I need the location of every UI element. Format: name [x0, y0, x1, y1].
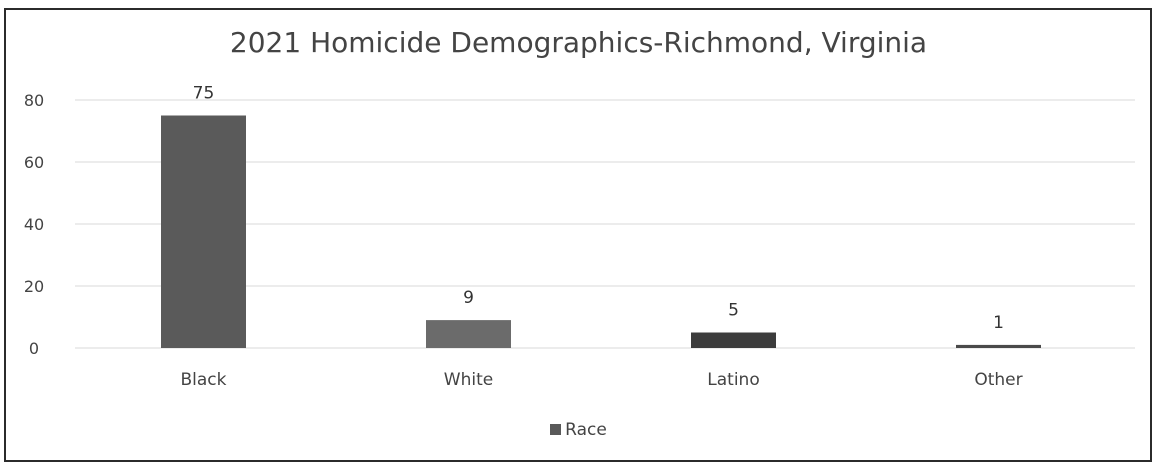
category-label-latino: Latino [707, 370, 759, 390]
chart-legend: Race [0, 420, 1157, 440]
category-label-other: Other [974, 370, 1022, 390]
bar-black [161, 115, 246, 348]
y-tick-label-60: 60 [24, 153, 44, 172]
data-label-black: 75 [193, 84, 215, 104]
bar-latino [691, 332, 776, 348]
bar-white [426, 320, 511, 348]
data-label-latino: 5 [728, 301, 739, 321]
bar-other [956, 344, 1041, 348]
legend-swatch [550, 424, 562, 435]
category-label-white: White [444, 370, 493, 390]
data-label-other: 1 [993, 313, 1004, 333]
category-label-black: Black [181, 370, 227, 390]
legend-label: Race [565, 420, 607, 440]
y-tick-label-0: 0 [29, 339, 39, 358]
data-label-white: 9 [463, 288, 474, 308]
y-tick-label-20: 20 [24, 277, 44, 296]
y-tick-label-40: 40 [24, 215, 44, 234]
chart-title: 2021 Homicide Demographics-Richmond, Vir… [229, 26, 928, 59]
y-tick-label-80: 80 [24, 91, 44, 110]
